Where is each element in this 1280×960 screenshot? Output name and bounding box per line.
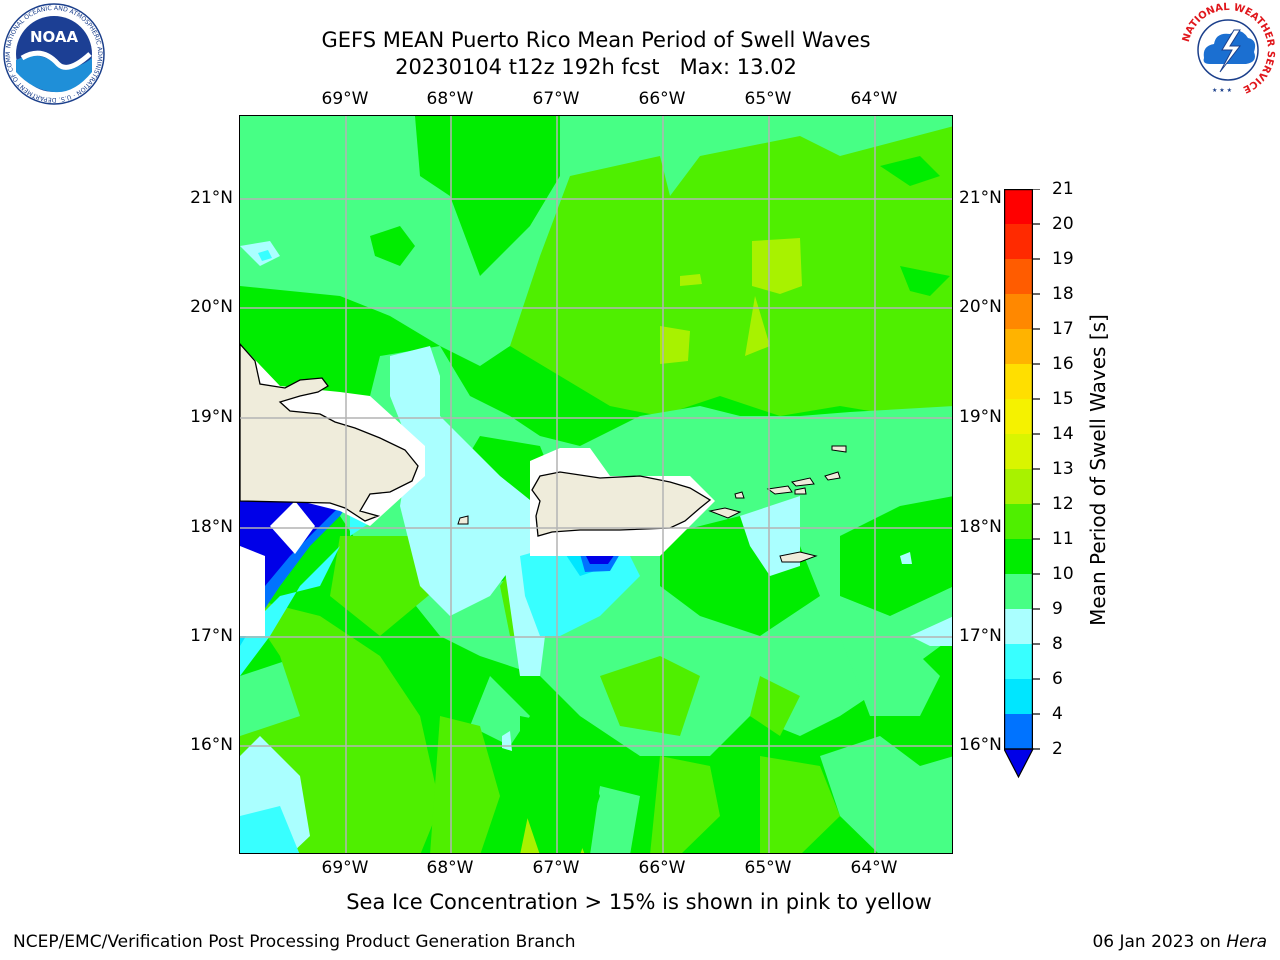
colorbar-tick-label: 13 xyxy=(1052,459,1074,479)
colorbar-tick-label: 6 xyxy=(1052,669,1063,689)
noaa-logo-text: NOAA xyxy=(30,28,79,46)
colorbar-bin xyxy=(1004,364,1033,399)
footer-date-text: 06 Jan 2023 on xyxy=(1092,932,1221,952)
svg-text:★ ★ ★: ★ ★ ★ xyxy=(1212,87,1232,94)
colorbar-bin xyxy=(1004,609,1033,644)
colorbar-bin xyxy=(1004,539,1033,574)
colorbar-bin xyxy=(1004,644,1033,679)
contour-12-13-patch xyxy=(660,326,690,364)
lon-label-top: 68°W xyxy=(426,89,474,109)
chart-title: GEFS MEAN Puerto Rico Mean Period of Swe… xyxy=(321,28,871,52)
lon-label-bottom: 65°W xyxy=(744,858,792,878)
colorbar-tick-label: 18 xyxy=(1052,284,1074,304)
colorbar-outline xyxy=(1004,189,1033,750)
colorbar-bin xyxy=(1004,294,1033,329)
swell-period-field xyxy=(240,116,952,853)
colorbar-bin xyxy=(1004,679,1033,714)
colorbar-tick-label: 20 xyxy=(1052,214,1074,234)
colorbar-tick-label: 11 xyxy=(1052,529,1074,549)
lon-label-top: 69°W xyxy=(321,89,369,109)
contour-12-13 xyxy=(500,116,952,416)
lat-label-right: 18°N xyxy=(959,517,1002,537)
colorbar-tick-label: 15 xyxy=(1052,389,1074,409)
lat-label-left: 21°N xyxy=(190,188,233,208)
colorbar-extension xyxy=(1004,748,1034,779)
lat-label-right: 17°N xyxy=(959,626,1002,646)
colorbar-bin xyxy=(1004,434,1033,469)
colorbar xyxy=(1004,189,1040,779)
lat-label-left: 19°N xyxy=(190,407,233,427)
map-gridlines xyxy=(240,116,952,853)
contour-below-4 xyxy=(240,501,345,616)
lat-label-left: 20°N xyxy=(190,297,233,317)
lat-label-left: 17°N xyxy=(190,626,233,646)
footer-date: 06 Jan 2023 on Hera xyxy=(1092,932,1267,952)
colorbar-bin xyxy=(1004,714,1033,749)
colorbar-bin xyxy=(1004,224,1033,259)
colorbar-tick-label: 4 xyxy=(1052,704,1063,724)
lon-label-bottom: 69°W xyxy=(321,858,369,878)
contour-10-11 xyxy=(240,116,952,366)
contour-12-13-patch xyxy=(745,296,770,356)
lon-label-bottom: 68°W xyxy=(426,858,474,878)
footer-host: Hera xyxy=(1226,932,1267,952)
lat-label-right: 16°N xyxy=(959,735,1002,755)
hispaniola-land xyxy=(240,343,419,522)
contour-12-13-patch xyxy=(752,238,802,294)
puerto-rico-land xyxy=(531,471,712,537)
chart-subtitle: 20230104 t12z 192h fcst Max: 13.02 xyxy=(395,55,797,79)
nws-logo: NATIONAL WEATHER SERVICE ★ ★ ★ xyxy=(1180,2,1276,98)
colorbar-bin xyxy=(1004,469,1033,504)
lon-label-top: 67°W xyxy=(532,89,580,109)
colorbar-tick-label: 16 xyxy=(1052,354,1074,374)
colorbar-bin xyxy=(1004,329,1033,364)
colorbar-tick-label: 12 xyxy=(1052,494,1074,514)
footer-branch: NCEP/EMC/Verification Post Processing Pr… xyxy=(13,932,576,952)
colorbar-bin xyxy=(1004,504,1033,539)
colorbar-tick-label: 14 xyxy=(1052,424,1074,444)
noaa-logo: NATIONAL OCEANIC AND ATMOSPHERIC ADMINIS… xyxy=(2,2,105,105)
colorbar-title: Mean Period of Swell Waves [s] xyxy=(1086,314,1110,626)
lat-label-left: 18°N xyxy=(190,517,233,537)
colorbar-bin xyxy=(1004,574,1033,609)
lon-label-bottom: 66°W xyxy=(638,858,686,878)
colorbar-bin xyxy=(1004,189,1033,224)
lat-label-right: 21°N xyxy=(959,188,1002,208)
colorbar-tick-label: 8 xyxy=(1052,634,1063,654)
lon-label-top: 65°W xyxy=(744,89,792,109)
lat-label-right: 19°N xyxy=(959,407,1002,427)
colorbar-bin xyxy=(1004,399,1033,434)
no-data-area xyxy=(240,546,265,636)
map-panel xyxy=(239,115,953,854)
lon-label-bottom: 67°W xyxy=(532,858,580,878)
lat-label-right: 20°N xyxy=(959,297,1002,317)
colorbar-tick-label: 17 xyxy=(1052,319,1074,339)
colorbar-tick-label: 9 xyxy=(1052,599,1063,619)
lon-label-top: 66°W xyxy=(638,89,686,109)
colorbar-tick-label: 21 xyxy=(1052,179,1074,199)
colorbar-tick-label: 2 xyxy=(1052,739,1063,759)
colorbar-tick-label: 19 xyxy=(1052,249,1074,269)
colorbar-bin xyxy=(1004,259,1033,294)
colorbar-tick-label: 10 xyxy=(1052,564,1074,584)
sea-ice-note: Sea Ice Concentration > 15% is shown in … xyxy=(346,890,932,914)
lat-label-left: 16°N xyxy=(190,735,233,755)
lon-label-top: 64°W xyxy=(850,89,898,109)
contour-12-13-patch xyxy=(680,274,702,286)
lon-label-bottom: 64°W xyxy=(850,858,898,878)
